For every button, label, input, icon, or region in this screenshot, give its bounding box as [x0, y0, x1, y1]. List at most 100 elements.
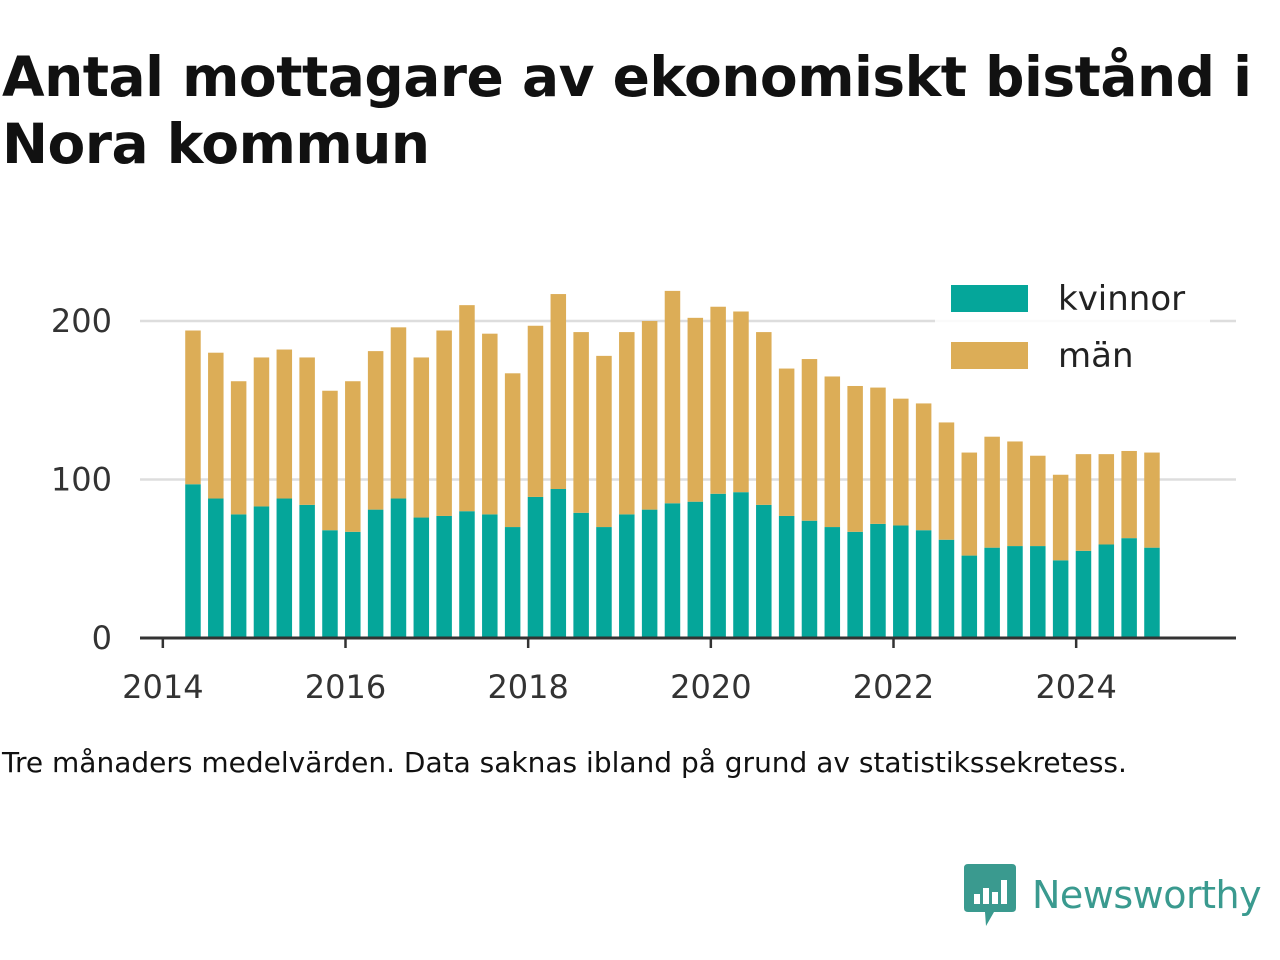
bar-man: [299, 357, 315, 505]
x-axis: 2014 2016 2018 2020 2022 2024: [122, 636, 1236, 706]
bar-kvinnor: [185, 484, 201, 638]
y-tick-label: 100: [51, 461, 112, 499]
bar-kvinnor: [938, 539, 955, 638]
bar-kvinnor: [413, 517, 430, 638]
bar-kvinnor: [482, 514, 498, 638]
footnote: Tre månaders medelvärden. Data saknas ib…: [2, 746, 1127, 779]
legend-swatch: [951, 342, 1028, 369]
bar-man: [550, 294, 567, 490]
bar-kvinnor: [915, 530, 932, 638]
chart-title: Antal mottagare av ekonomiskt bistånd i …: [2, 45, 1252, 176]
bar-man: [1052, 474, 1069, 561]
x-tick-label: 2018: [487, 668, 568, 706]
bar-man: [276, 349, 293, 499]
bar-kvinnor: [550, 489, 567, 638]
legend-swatch: [951, 285, 1028, 312]
bar-kvinnor: [710, 493, 726, 638]
bar-man: [390, 327, 407, 499]
bar-man: [482, 333, 498, 515]
bar-kvinnor: [756, 504, 772, 638]
bar-kvinnor: [641, 509, 658, 638]
bar-kvinnor: [390, 498, 407, 638]
bar-kvinnor: [870, 523, 886, 638]
legend: kvinnor män: [935, 272, 1210, 390]
bar-man: [687, 317, 704, 502]
bar-kvinnor: [801, 520, 818, 638]
bar-kvinnor: [687, 501, 704, 638]
bar-man: [573, 332, 589, 513]
brand-logo[interactable]: Newsworthy: [964, 862, 1262, 928]
bar-man: [504, 373, 521, 528]
bar-man: [915, 403, 932, 531]
bar-kvinnor: [299, 504, 315, 638]
x-tick-label: 2022: [853, 668, 934, 706]
bar-man: [413, 357, 430, 518]
bar-man: [801, 359, 818, 521]
x-tick-label: 2020: [670, 668, 751, 706]
bar-man: [1007, 441, 1023, 547]
bar-kvinnor: [504, 527, 521, 638]
newsworthy-logo-icon: [964, 864, 1016, 926]
y-tick-label: 0: [92, 619, 112, 657]
bar-kvinnor: [230, 514, 247, 638]
bar-man: [756, 332, 772, 505]
bar-man: [1121, 450, 1137, 539]
bar-man: [322, 390, 338, 531]
bar-kvinnor: [596, 527, 612, 638]
x-tick-label: 2014: [122, 668, 203, 706]
bar-man: [527, 325, 544, 497]
bar-kvinnor: [208, 498, 224, 638]
bar-kvinnor: [436, 515, 452, 638]
bar-kvinnor: [1007, 546, 1023, 638]
bar-kvinnor: [322, 530, 338, 638]
bar-kvinnor: [778, 515, 795, 638]
bar-kvinnor: [733, 492, 749, 638]
bar-kvinnor: [276, 498, 293, 638]
bar-kvinnor: [619, 514, 635, 638]
bar-man: [733, 311, 749, 493]
bar-man: [208, 352, 224, 499]
bar-kvinnor: [664, 503, 681, 638]
bar-kvinnor: [1075, 550, 1092, 638]
bar-kvinnor: [847, 531, 863, 638]
bar-man: [367, 351, 384, 510]
bar-man: [1098, 454, 1115, 545]
bar-kvinnor: [824, 527, 841, 638]
bar-kvinnor: [459, 511, 475, 638]
stacked-bar-chart: 0 100 200 2014 2016 2018 2020 2022 2024 kvinnor…: [50, 272, 1236, 706]
bar-man: [253, 357, 270, 507]
bar-kvinnor: [367, 509, 384, 638]
bar-man: [641, 321, 658, 510]
brand-name: Newsworthy: [1032, 873, 1262, 917]
bar-kvinnor: [893, 525, 909, 638]
bar-kvinnor: [253, 506, 270, 638]
bar-man: [459, 305, 475, 512]
bar-kvinnor: [1098, 544, 1115, 638]
bar-man: [870, 387, 886, 524]
bar-man: [938, 422, 955, 540]
bar-kvinnor: [1121, 538, 1137, 638]
bar-kvinnor: [573, 512, 589, 638]
y-tick-label: 200: [51, 302, 112, 340]
x-tick-label: 2016: [305, 668, 386, 706]
bar-man: [596, 355, 612, 528]
bar-man: [619, 332, 635, 515]
bar-man: [230, 381, 247, 515]
bar-man: [185, 330, 201, 485]
bar-man: [1030, 455, 1046, 547]
bar-man: [824, 376, 841, 528]
bar-man: [1075, 454, 1092, 551]
bar-man: [984, 436, 1000, 548]
bar-kvinnor: [1030, 546, 1046, 638]
bar-man: [847, 385, 863, 532]
legend-label: kvinnor: [1058, 279, 1185, 319]
bar-kvinnor: [345, 531, 361, 638]
bar-man: [664, 290, 681, 504]
bar-kvinnor: [984, 547, 1000, 638]
bar-man: [961, 452, 978, 556]
bar-man: [436, 330, 452, 516]
bar-man: [345, 381, 361, 532]
bar-kvinnor: [961, 555, 978, 638]
legend-label: män: [1058, 336, 1134, 376]
bar-kvinnor: [1144, 547, 1160, 638]
